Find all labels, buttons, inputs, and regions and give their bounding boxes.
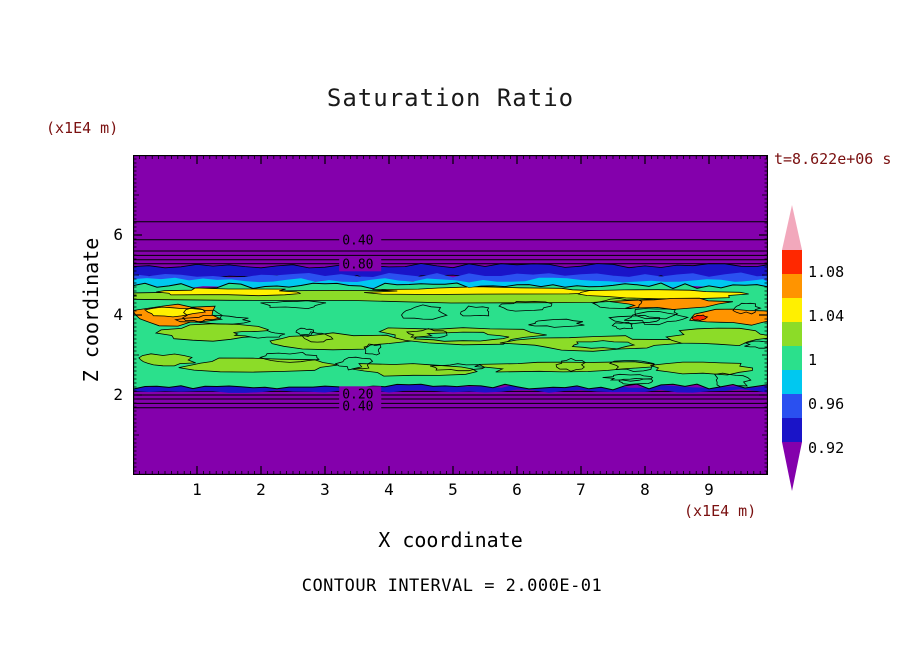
x-tick-label: 2	[256, 480, 266, 499]
z-tick-label: 6	[113, 225, 123, 244]
x-tick-label: 1	[192, 480, 202, 499]
z-unit-label: (x1E4 m)	[46, 119, 119, 137]
contour-plot: 0.400.800.200.40	[133, 155, 768, 475]
z-tick-label: 4	[113, 305, 123, 324]
plot-frame	[133, 155, 768, 475]
z-tick-label: 2	[113, 385, 123, 404]
band-detail	[133, 286, 768, 389]
x-tick-label: 7	[576, 480, 586, 499]
x-tick-label: 6	[512, 480, 522, 499]
x-tick-label: 5	[448, 480, 458, 499]
colorbar-bottom-arrow	[782, 442, 802, 491]
chart-title: Saturation Ratio	[326, 84, 575, 112]
colorbar-tick-label: 1.04	[808, 307, 845, 325]
svg-text:0.40: 0.40	[342, 233, 373, 248]
colorbar-tick-label: 1.08	[808, 263, 845, 281]
colorbar-top-arrow	[782, 205, 802, 250]
x-tick-label: 3	[320, 480, 330, 499]
x-tick-label: 4	[384, 480, 394, 499]
colorbar-tick-label: 1	[808, 351, 818, 369]
x-tick-label: 9	[704, 480, 714, 499]
svg-text:0.20: 0.20	[342, 387, 373, 402]
x-unit-label: (x1E4 m)	[684, 502, 757, 520]
colorbar-tick-label: 0.96	[808, 395, 845, 413]
x-tick-label: 8	[640, 480, 650, 499]
colorbar	[782, 205, 802, 491]
svg-text:0.80: 0.80	[342, 257, 373, 272]
x-axis-label: X coordinate	[378, 528, 523, 552]
colorbar-tick-label: 0.92	[808, 439, 845, 457]
svg-text:0.40: 0.40	[342, 400, 373, 415]
contour-interval-note: CONTOUR INTERVAL = 2.000E-01	[301, 576, 603, 596]
time-label: t=8.622e+06 s	[774, 150, 892, 168]
